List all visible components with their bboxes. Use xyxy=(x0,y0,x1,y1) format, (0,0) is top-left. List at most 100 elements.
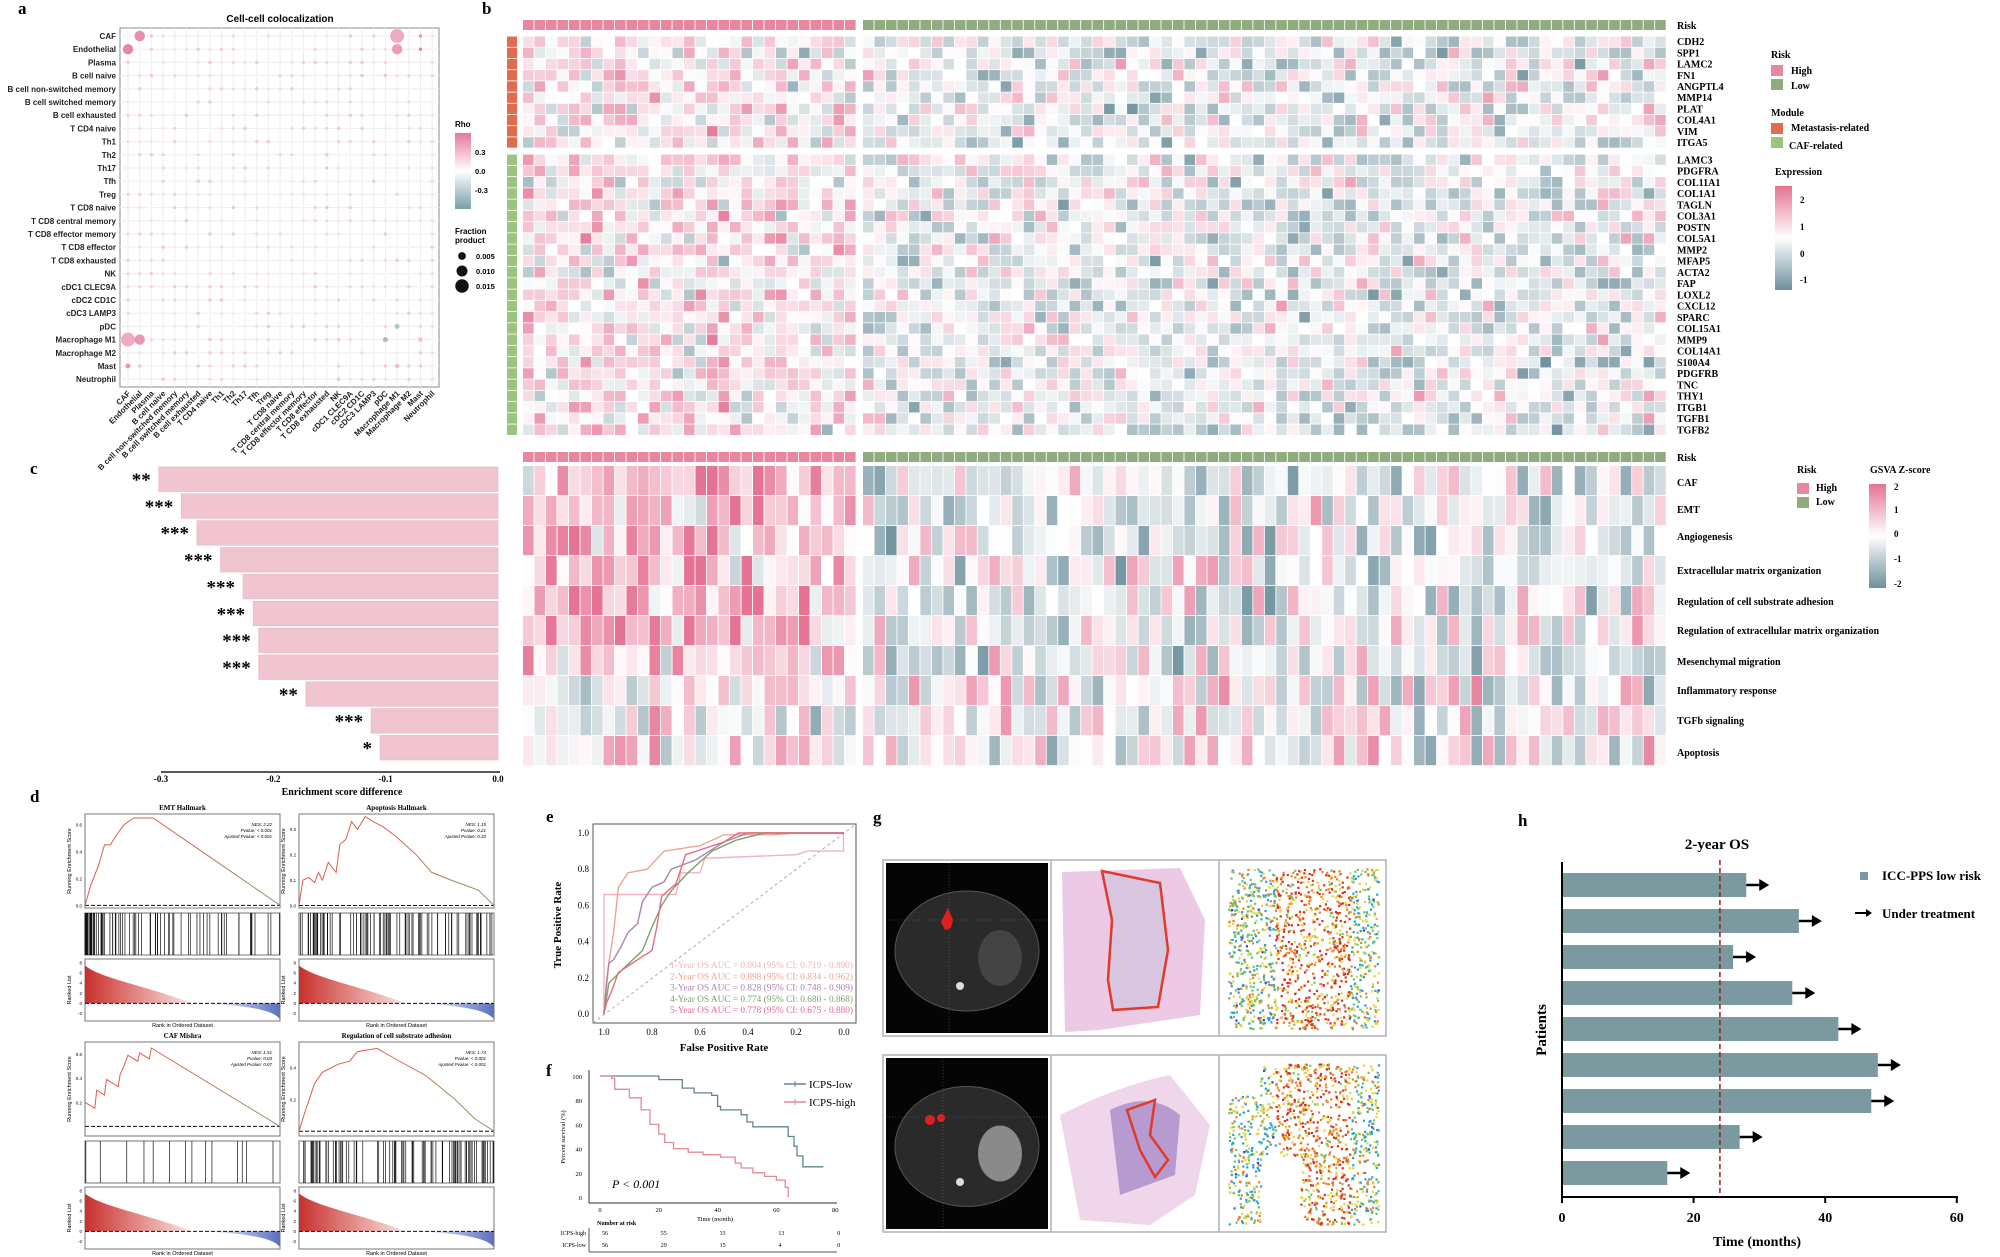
heatmap-cell xyxy=(799,81,810,92)
heatmap-cell xyxy=(661,312,672,323)
gene-label: COL15A1 xyxy=(1677,324,1721,335)
heatmap-cell xyxy=(1058,233,1069,244)
dot xyxy=(161,351,165,355)
heatmap-cell xyxy=(1241,368,1253,379)
risk-annotation-cell xyxy=(684,20,695,30)
heatmap-cell xyxy=(1230,368,1241,379)
heatmap-cell xyxy=(1494,154,1505,165)
heatmap-cell xyxy=(1494,103,1505,115)
heatmap-cell xyxy=(1356,58,1368,70)
heatmap-cell xyxy=(1482,300,1494,312)
heatmap-cell xyxy=(954,222,966,233)
heatmap-cell xyxy=(1310,312,1322,323)
heatmap-cell xyxy=(1115,255,1127,267)
dot xyxy=(419,311,422,315)
heatmap-cell xyxy=(931,267,943,278)
heatmap-cell xyxy=(1058,199,1069,210)
heatmap-cell xyxy=(977,255,989,267)
heatmap-cell xyxy=(695,36,707,47)
module-annotation-cell xyxy=(507,92,517,103)
heatmap-cell xyxy=(1195,92,1207,103)
heatmap-cell xyxy=(1150,312,1161,323)
risk-annotation-cell xyxy=(615,452,626,462)
heatmap-cell xyxy=(1115,81,1127,92)
module-annotation-cell xyxy=(507,81,517,92)
dot xyxy=(361,365,363,367)
heatmap-cell xyxy=(1586,323,1597,334)
heatmap-cell xyxy=(523,188,534,199)
dot xyxy=(395,140,399,143)
heatmap-cell xyxy=(1161,300,1173,312)
dot xyxy=(302,338,305,341)
heatmap-cell xyxy=(603,466,615,496)
heatmap-cell xyxy=(1035,345,1046,357)
module-annotation-cell xyxy=(507,244,517,255)
heatmap-cell xyxy=(718,137,730,148)
heatmap-cell xyxy=(1115,402,1127,413)
heatmap-cell xyxy=(603,210,615,222)
heatmap-cell xyxy=(661,126,672,137)
dot xyxy=(231,166,235,170)
heatmap-cell xyxy=(1517,58,1528,70)
heatmap-cell xyxy=(966,81,977,92)
dot xyxy=(290,114,293,117)
module-annotation-cell xyxy=(507,103,517,115)
heatmap-cell xyxy=(569,154,580,165)
heatmap-cell xyxy=(1276,267,1287,278)
heatmap-cell xyxy=(776,312,787,323)
dot xyxy=(220,338,224,342)
dot xyxy=(360,34,364,38)
dot xyxy=(290,298,294,302)
heatmap-cell xyxy=(1000,154,1012,165)
heatmap-cell xyxy=(1264,188,1276,199)
heatmap-cell xyxy=(672,289,684,300)
heatmap-cell xyxy=(1437,526,1448,556)
dot xyxy=(313,338,317,342)
dot xyxy=(150,180,153,183)
heatmap-cell xyxy=(977,357,989,368)
heatmap-cell xyxy=(1023,278,1035,289)
heatmap-cell xyxy=(661,199,672,210)
dot xyxy=(384,127,387,130)
heatmap-cell xyxy=(1104,278,1115,289)
heatmap-cell xyxy=(1379,47,1391,59)
dot xyxy=(138,285,142,289)
heatmap-cell xyxy=(1058,154,1069,165)
heatmap-cell xyxy=(580,114,592,126)
heatmap-cell xyxy=(1643,300,1655,312)
heatmap-cell xyxy=(908,177,920,188)
heatmap-cell xyxy=(1161,368,1173,379)
heatmap-cell xyxy=(1253,188,1264,199)
heatmap-cell xyxy=(1241,496,1253,526)
heatmap-cell xyxy=(1563,300,1574,312)
heatmap-cell xyxy=(592,357,603,368)
heatmap-cell xyxy=(954,413,966,424)
heatmap-cell xyxy=(1092,36,1104,47)
heatmap-cell xyxy=(1218,323,1230,334)
risk-annotation-cell xyxy=(799,452,810,462)
heatmap-cell xyxy=(1494,413,1505,424)
row-label: CAF xyxy=(100,32,117,41)
heatmap-cell xyxy=(1356,188,1368,199)
heatmap-cell xyxy=(1184,289,1196,300)
dot xyxy=(314,351,317,354)
dot xyxy=(361,233,363,235)
dot xyxy=(150,246,153,249)
heatmap-cell xyxy=(1345,103,1356,115)
heatmap-cell xyxy=(661,81,672,92)
heatmap-cell xyxy=(661,390,672,402)
heatmap-cell xyxy=(684,255,695,267)
heatmap-cell xyxy=(977,92,989,103)
heatmap-cell xyxy=(718,413,730,424)
heatmap-cell xyxy=(603,556,615,586)
heatmap-cell xyxy=(1310,199,1322,210)
heatmap-cell xyxy=(966,103,977,115)
heatmap-cell xyxy=(1471,267,1483,278)
heatmap-cell xyxy=(1104,210,1115,222)
heatmap-cell xyxy=(1012,413,1023,424)
heatmap-cell xyxy=(776,92,787,103)
heatmap-cell xyxy=(1437,154,1448,165)
heatmap-cell xyxy=(1046,368,1058,379)
heatmap-cell xyxy=(1402,390,1414,402)
heatmap-cell xyxy=(799,199,810,210)
